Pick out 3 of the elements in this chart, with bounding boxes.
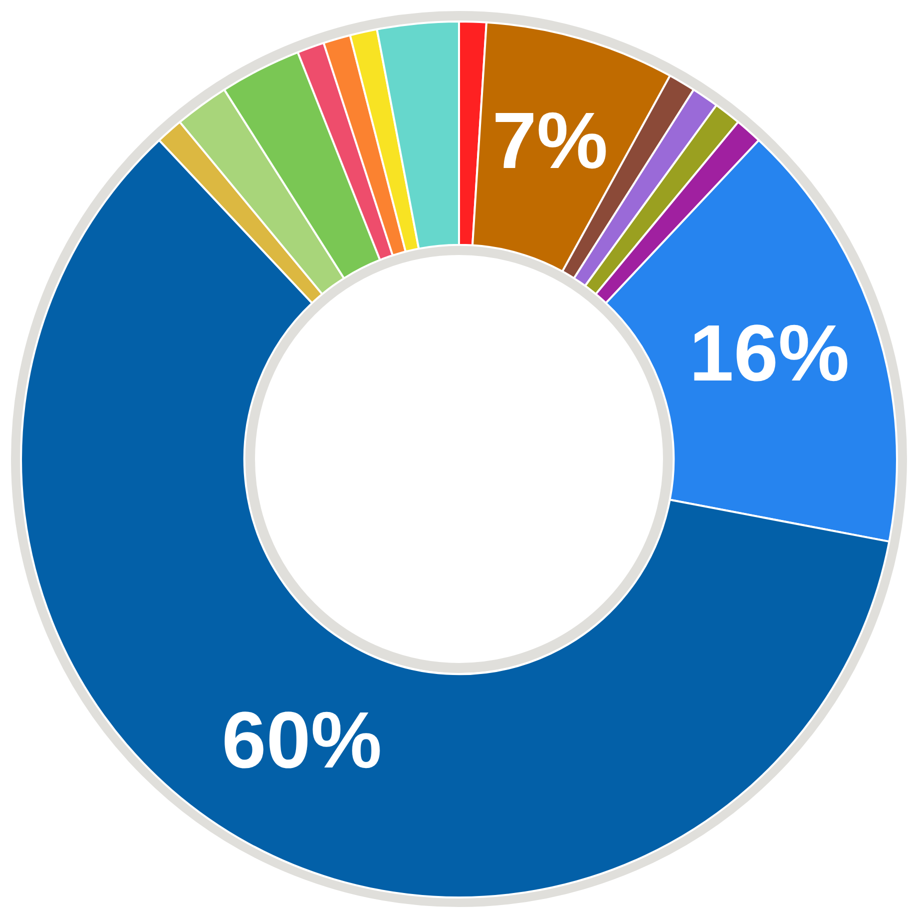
data-label: 7% bbox=[492, 96, 608, 186]
data-label: 60% bbox=[222, 696, 382, 785]
data-label: 16% bbox=[689, 308, 850, 398]
